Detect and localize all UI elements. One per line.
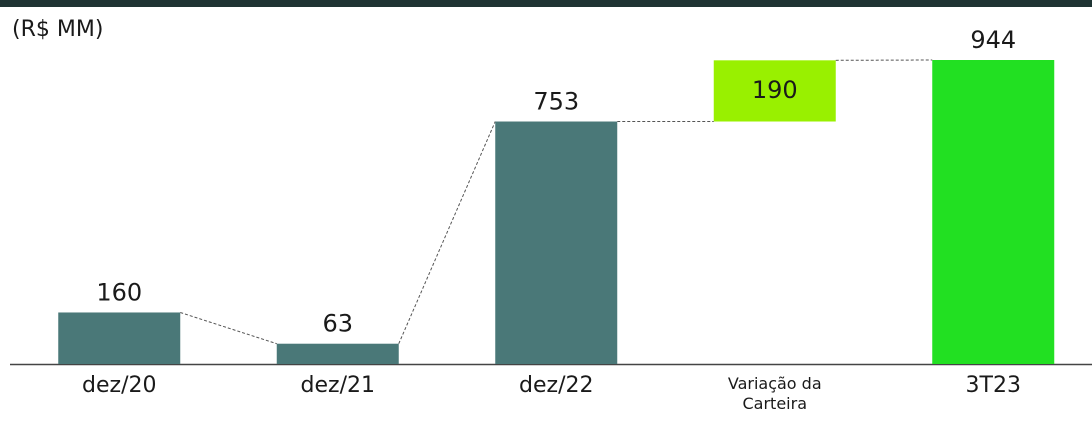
connector bbox=[398, 121, 496, 344]
x-tick-label: dez/20 bbox=[82, 373, 157, 398]
connector bbox=[180, 311, 277, 345]
value-label: 190 bbox=[752, 76, 798, 104]
x-tick-label: Variação da Carteira bbox=[727, 374, 822, 413]
x-tick-label: dez/22 bbox=[519, 373, 594, 398]
bar bbox=[276, 343, 399, 364]
value-label: 160 bbox=[96, 278, 142, 306]
chart-subtitle: (R$ MM) bbox=[12, 17, 103, 42]
bar bbox=[495, 121, 618, 364]
bar bbox=[713, 60, 836, 122]
value-label: 63 bbox=[322, 310, 353, 338]
top-band bbox=[0, 0, 1092, 7]
value-label: 944 bbox=[970, 26, 1016, 54]
bar bbox=[58, 312, 181, 364]
x-tick-label: 3T23 bbox=[965, 373, 1021, 398]
x-tick-label: dez/21 bbox=[300, 373, 375, 398]
bar bbox=[932, 60, 1055, 364]
value-label: 753 bbox=[533, 88, 579, 116]
